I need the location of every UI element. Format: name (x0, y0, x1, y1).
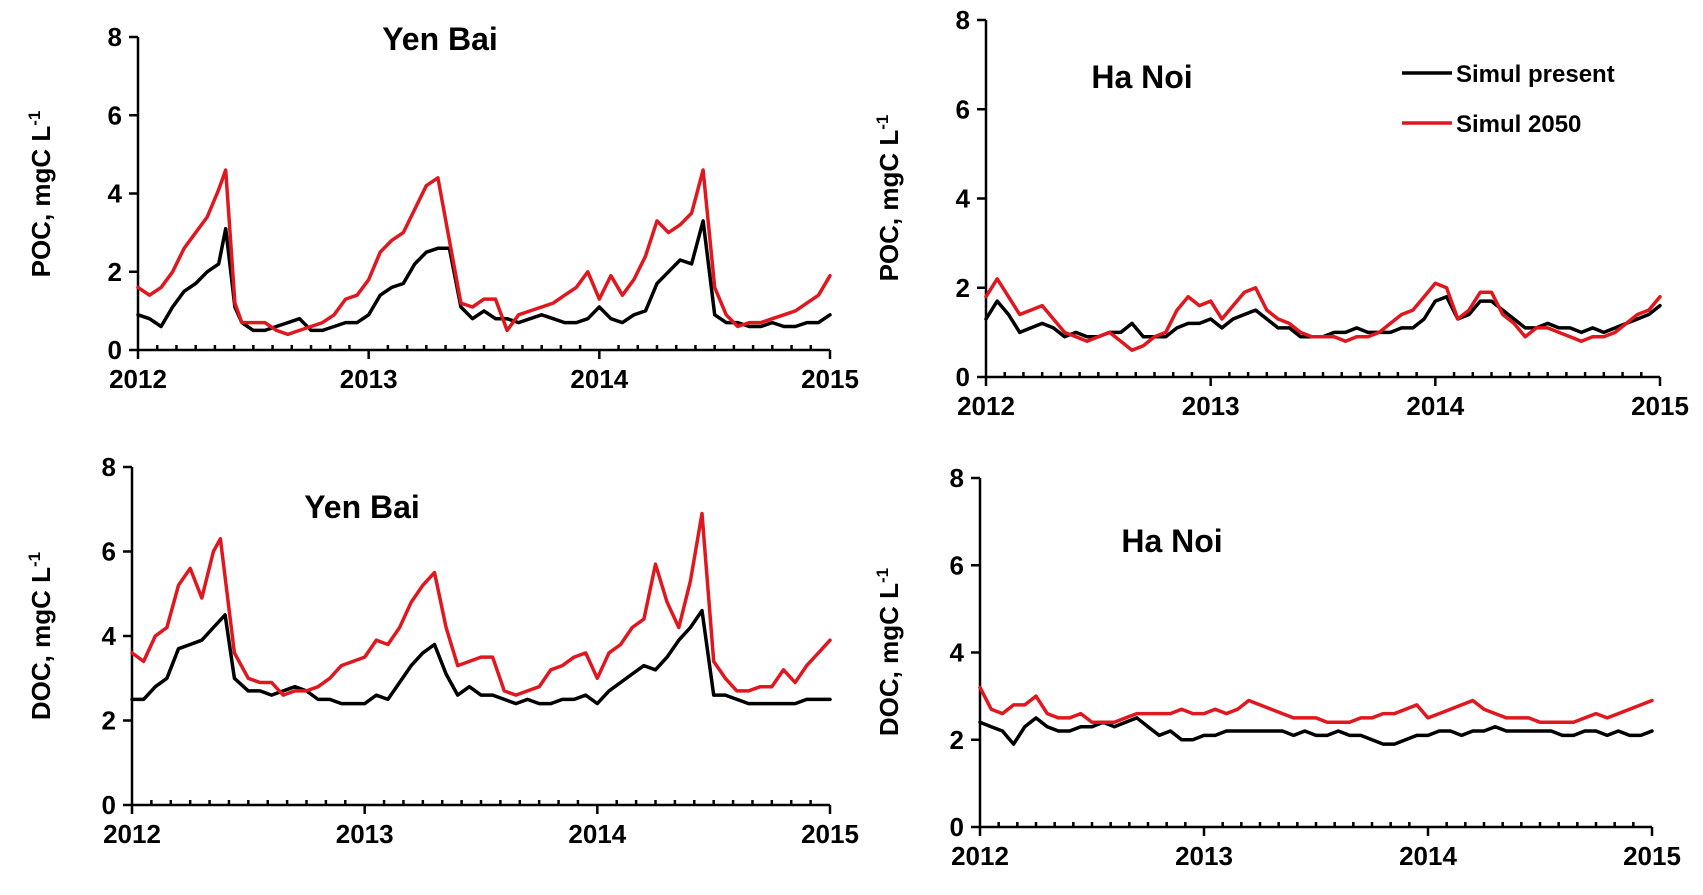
y-tick-label: 6 (102, 537, 116, 567)
y-axis-label: DOC, mgC L-1 (25, 552, 56, 720)
y-tick-label: 4 (956, 184, 971, 214)
series-line-simul-2050 (136, 168, 832, 337)
x-tick-label: 2015 (1623, 841, 1681, 871)
y-tick-label: 4 (108, 179, 123, 209)
x-tick-label: 2013 (1182, 391, 1240, 421)
series-line-simul-present (130, 608, 832, 706)
x-tick-label: 2014 (568, 819, 626, 849)
x-tick-label: 2014 (1406, 391, 1464, 421)
y-tick-label: 0 (102, 790, 116, 820)
x-tick-label: 2012 (957, 391, 1015, 421)
y-tick-label: 2 (956, 273, 970, 303)
y-tick-label: 6 (950, 550, 964, 580)
y-tick-label: 6 (956, 94, 970, 124)
x-tick-label: 2014 (1399, 841, 1457, 871)
panel-title: Ha Noi (1121, 523, 1222, 559)
y-tick-label: 8 (108, 22, 122, 52)
y-tick-label: 2 (950, 725, 964, 755)
panel-3: 0 2 4 6 8 2012 2013 2014 2015 DOC, mgC L-1 Yen Bai (25, 452, 859, 849)
panel-4: 0 2 4 6 8 2012 2013 2014 2015 DOC, mgC L-1 Ha Noi (873, 463, 1681, 871)
legend-label: Simul 2050 (1456, 111, 1581, 138)
y-tick-label: 0 (956, 362, 970, 392)
x-tick-label: 2015 (1631, 391, 1689, 421)
x-tick-label: 2012 (951, 841, 1009, 871)
x-tick-label: 2015 (801, 364, 859, 394)
y-tick-label: 6 (108, 100, 122, 130)
panel-1: 0 2 4 6 8 2012 2013 2014 2015 POC, mgC L-1 Yen Bai (25, 21, 859, 394)
legend-label: Simul present (1456, 61, 1615, 88)
y-tick-label: 0 (108, 335, 122, 365)
y-tick-label: 8 (102, 452, 116, 482)
panel-title: Ha Noi (1091, 59, 1192, 95)
panel-title: Yen Bai (382, 21, 498, 57)
series-line-simul-2050 (130, 511, 832, 697)
y-tick-label: 2 (102, 706, 116, 736)
y-axis-label: POC, mgC L-1 (25, 111, 56, 278)
y-tick-label: 0 (950, 812, 964, 842)
x-tick-label: 2015 (801, 819, 859, 849)
panel-2: 0 2 4 6 8 2012 2013 2014 2015 POC, mgC L-1 Ha Noi (873, 5, 1689, 421)
x-tick-label: 2013 (340, 364, 398, 394)
y-tick-label: 8 (950, 463, 964, 493)
y-axis-label: DOC, mgC L-1 (873, 568, 904, 736)
y-tick-label: 8 (956, 5, 970, 35)
y-tick-label: 2 (108, 257, 122, 287)
y-tick-label: 4 (950, 638, 965, 668)
x-tick-label: 2013 (1175, 841, 1233, 871)
series-line-simul-present (978, 716, 1654, 746)
legend: Simul present Simul 2050 (1402, 61, 1615, 138)
x-tick-label: 2012 (103, 819, 161, 849)
y-tick-label: 4 (102, 621, 117, 651)
series-line-simul-2050 (978, 685, 1654, 725)
series-line-simul-2050 (984, 277, 1662, 352)
panel-title: Yen Bai (304, 489, 420, 525)
x-tick-label: 2014 (570, 364, 628, 394)
x-tick-label: 2012 (109, 364, 167, 394)
x-tick-label: 2013 (336, 819, 394, 849)
y-axis-label: POC, mgC L-1 (873, 115, 904, 282)
